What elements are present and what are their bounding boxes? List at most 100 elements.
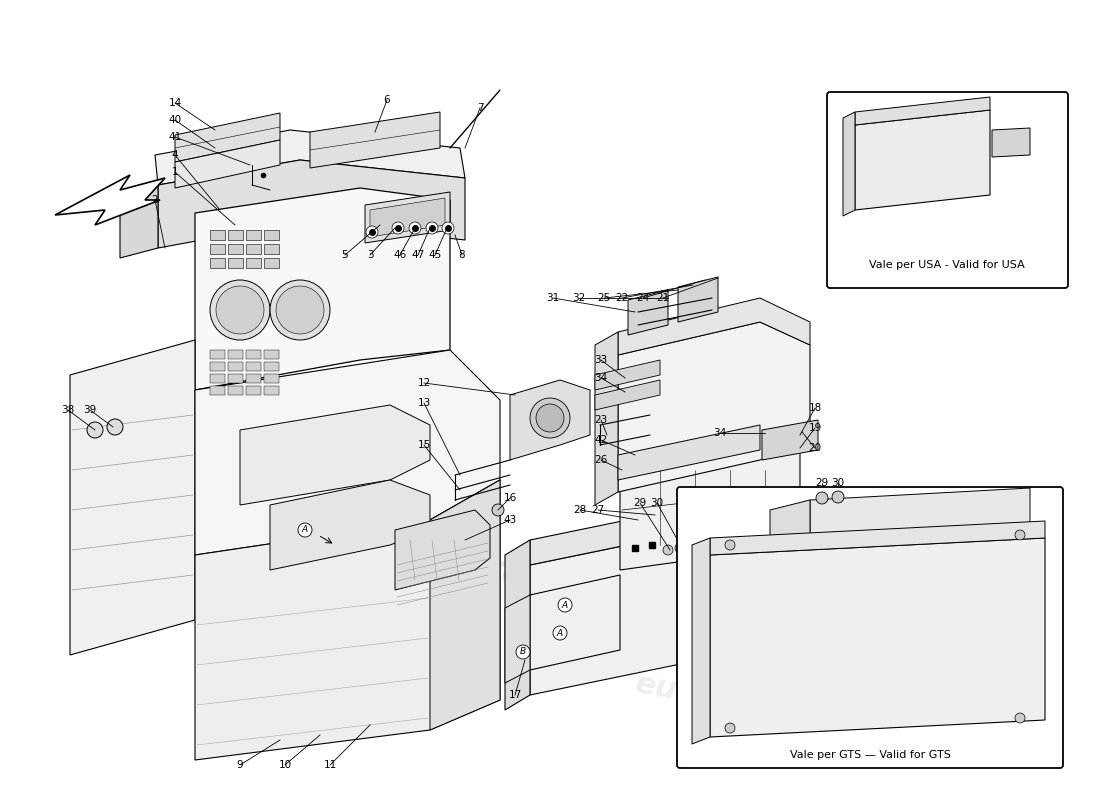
Polygon shape [430, 480, 500, 730]
Circle shape [426, 222, 438, 234]
Polygon shape [270, 480, 430, 570]
Polygon shape [618, 425, 760, 480]
Polygon shape [505, 540, 530, 710]
FancyBboxPatch shape [676, 487, 1063, 768]
Polygon shape [195, 350, 500, 555]
Text: 20: 20 [808, 443, 822, 453]
Polygon shape [370, 198, 446, 237]
Circle shape [663, 545, 673, 555]
Circle shape [366, 226, 378, 238]
Bar [210, 386, 225, 395]
Text: 43: 43 [504, 515, 517, 525]
Polygon shape [618, 322, 810, 492]
Bar [210, 244, 225, 254]
Text: 12: 12 [417, 378, 430, 388]
Circle shape [536, 404, 564, 432]
Circle shape [392, 222, 404, 234]
Text: 42: 42 [594, 435, 607, 445]
Text: C: C [727, 554, 733, 562]
Text: A: A [557, 629, 563, 638]
Circle shape [816, 492, 828, 504]
Text: 5: 5 [342, 250, 349, 260]
Bar [210, 258, 225, 268]
Bar [246, 230, 261, 240]
Polygon shape [70, 340, 195, 655]
Polygon shape [618, 298, 810, 355]
Polygon shape [195, 480, 500, 760]
Circle shape [210, 280, 270, 340]
Text: 35: 35 [846, 113, 859, 123]
Text: 37: 37 [846, 97, 859, 107]
Text: B: B [715, 506, 722, 514]
Bar [228, 230, 243, 240]
Polygon shape [55, 175, 165, 225]
Polygon shape [155, 130, 465, 185]
Text: 13: 13 [417, 398, 430, 408]
Bar [264, 362, 279, 371]
Text: 17: 17 [508, 690, 521, 700]
Text: 9: 9 [236, 760, 243, 770]
Polygon shape [810, 488, 1030, 537]
Polygon shape [365, 192, 450, 243]
Polygon shape [510, 380, 590, 460]
Text: 28: 28 [573, 505, 586, 515]
Text: 8: 8 [459, 250, 465, 260]
Text: C: C [786, 518, 793, 527]
Bar [246, 244, 261, 254]
Polygon shape [530, 530, 700, 695]
Circle shape [530, 398, 570, 438]
Text: 26: 26 [594, 455, 607, 465]
Text: Vale per USA - Valid for USA: Vale per USA - Valid for USA [869, 260, 1025, 270]
Polygon shape [770, 500, 810, 547]
Polygon shape [595, 332, 618, 505]
Text: 25: 25 [597, 293, 611, 303]
Text: 31: 31 [547, 293, 560, 303]
Polygon shape [628, 290, 668, 335]
Text: 34: 34 [714, 428, 727, 438]
Text: 41: 41 [168, 132, 182, 142]
Polygon shape [310, 112, 440, 168]
Circle shape [216, 286, 264, 334]
Text: 30: 30 [832, 478, 845, 488]
Polygon shape [240, 405, 430, 505]
Polygon shape [595, 360, 660, 390]
Circle shape [553, 626, 566, 640]
Text: 3: 3 [366, 250, 373, 260]
Circle shape [1015, 530, 1025, 540]
Text: 40: 40 [168, 115, 182, 125]
Circle shape [1015, 713, 1025, 723]
Bar [246, 374, 261, 383]
Circle shape [492, 504, 504, 516]
Bar [264, 244, 279, 254]
Bar [228, 386, 243, 395]
Text: 29: 29 [634, 498, 647, 508]
Bar [228, 258, 243, 268]
Text: eurospares: eurospares [632, 669, 827, 731]
Text: 10: 10 [278, 760, 292, 770]
Bar [210, 350, 225, 359]
Text: 30: 30 [650, 498, 663, 508]
Text: 47: 47 [411, 250, 425, 260]
Text: 38: 38 [62, 405, 75, 415]
Polygon shape [843, 112, 855, 216]
Text: eurospares: eurospares [70, 520, 319, 600]
Circle shape [675, 543, 685, 553]
Polygon shape [992, 128, 1030, 157]
Polygon shape [678, 277, 718, 322]
Circle shape [270, 280, 330, 340]
Polygon shape [710, 521, 1045, 555]
Circle shape [723, 551, 737, 565]
Text: 22: 22 [615, 293, 628, 303]
Text: 39: 39 [84, 405, 97, 415]
Text: 1: 1 [172, 167, 178, 177]
Polygon shape [395, 510, 490, 590]
Circle shape [107, 419, 123, 435]
Bar [246, 386, 261, 395]
Bar [210, 374, 225, 383]
Text: 11: 11 [323, 760, 337, 770]
Bar [264, 386, 279, 395]
Polygon shape [855, 110, 990, 210]
Text: 23: 23 [594, 415, 607, 425]
Text: 45: 45 [428, 250, 441, 260]
Bar [228, 244, 243, 254]
